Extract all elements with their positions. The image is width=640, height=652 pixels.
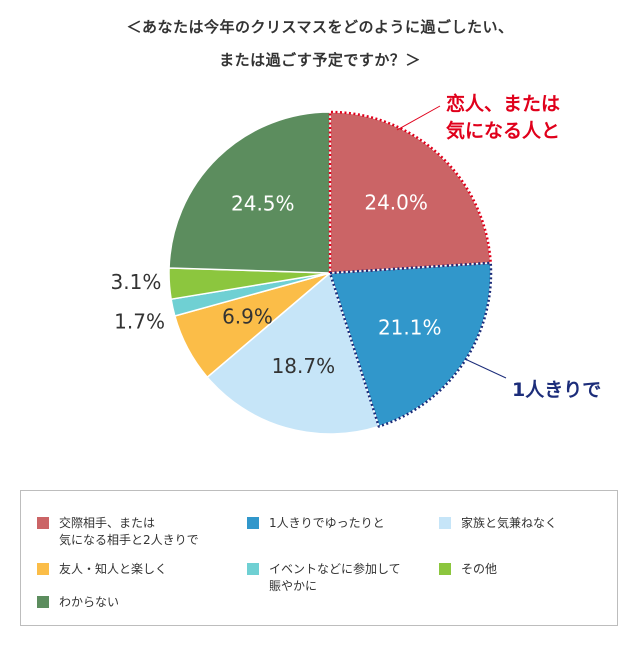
slice-value-label: 24.5% [231,192,295,216]
legend-label: イベントなどに参加して 賑やかに [269,562,401,593]
pie-slice [329,111,492,274]
legend-item-alone: 1人きりでゆったりと [247,515,385,532]
slice-value-label: 6.9% [222,305,273,329]
chart-title-line1: ＜あなたは今年のクリスマスをどのように過ごしたい、 [126,18,514,36]
chart-title-line2: または過ごす予定ですか？＞ [219,51,421,69]
legend-swatch [37,517,49,529]
slice-value-label: 1.7% [114,309,165,333]
legend-item-friends: 友人・知人と楽しく [37,561,167,578]
legend-label: その他 [461,562,498,576]
callout-couple-text: 気になる人と [446,119,560,142]
slice-value-label: 24.0% [364,191,428,215]
pie-slice [206,271,380,435]
slice-value-label: 18.7% [272,354,336,378]
slice-value-label: 21.1% [378,316,442,340]
legend-item-other: その他 [439,561,497,578]
callout-alone-text: 1人きりで [512,379,601,401]
legend-swatch [247,563,259,575]
legend-swatch [37,563,49,575]
legend: 交際相手、または 気になる相手と2人きりで 1人きりでゆったりと 家族と気兼ねな… [20,490,618,626]
legend-label: 友人・知人と楽しく [59,562,168,576]
legend-swatch [439,563,451,575]
callout-couple-text: 恋人、または [446,92,560,115]
legend-label: 交際相手、または 気になる相手と2人きりで [59,516,199,547]
legend-swatch [247,517,259,529]
legend-label: 家族と気兼ねなく [461,516,558,530]
legend-swatch [37,596,49,608]
legend-item-couple: 交際相手、または 気になる相手と2人きりで [37,515,199,549]
legend-item-event: イベントなどに参加して 賑やかに [247,561,401,595]
slice-value-label: 3.1% [111,270,162,294]
legend-swatch [439,517,451,529]
slice-highlight-outline [328,261,493,428]
callout-leader-alone [464,358,507,379]
legend-item-unknown: わからない [37,594,119,611]
legend-label: 1人きりでゆったりと [269,516,385,530]
pie-slice [168,111,331,274]
legend-item-family: 家族と気兼ねなく [439,515,557,532]
legend-label: わからない [59,595,120,609]
pie-chart: 24.0% 21.1% 18.7% 6.9% 1.7% 3.1% 24.5% 恋人、または気に… [111,92,601,435]
callout-leader-couple [396,105,441,131]
